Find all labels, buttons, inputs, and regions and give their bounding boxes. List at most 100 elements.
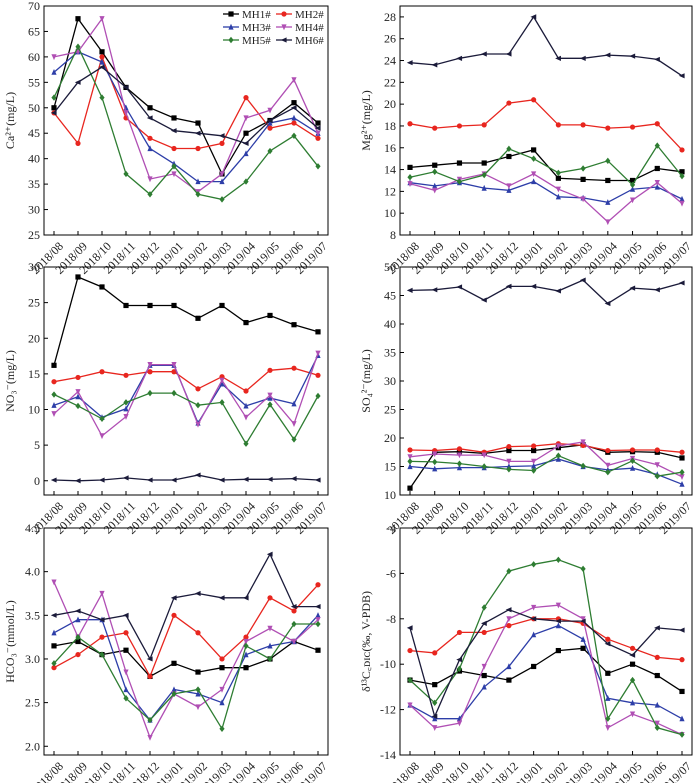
data-point (531, 97, 537, 103)
data-point (291, 436, 297, 443)
data-point (480, 51, 487, 57)
data-point (146, 477, 153, 483)
data-point (579, 55, 586, 61)
y-tick-label: -6 (386, 566, 396, 580)
legend-label: MH3# (242, 22, 271, 34)
data-point (74, 478, 81, 484)
data-point (147, 302, 153, 309)
data-point (195, 704, 201, 711)
chart-panel-3: 0510152025302018/082018/092018/102018/11… (3, 260, 330, 537)
data-point (678, 73, 685, 79)
data-point (605, 219, 611, 226)
legend-swatch-marker (281, 24, 287, 31)
data-point (679, 455, 685, 461)
data-point (407, 174, 413, 181)
data-point (171, 660, 177, 666)
y-tick-label: 3.0 (25, 652, 40, 666)
data-point (605, 125, 611, 131)
y-tick-label: -12 (380, 703, 396, 717)
data-point (505, 51, 512, 57)
data-point (654, 165, 660, 172)
data-point (219, 665, 225, 671)
data-point (75, 16, 81, 22)
data-point (267, 147, 273, 155)
data-point (315, 350, 321, 357)
data-point (629, 447, 636, 453)
series-MH5 (407, 142, 685, 189)
data-point (75, 616, 81, 623)
data-point (291, 421, 297, 427)
data-point (291, 620, 297, 628)
y-tick-label: 30 (384, 374, 396, 388)
data-point (555, 622, 561, 629)
y-tick-label: 45 (384, 289, 396, 303)
data-point (481, 463, 487, 470)
data-point (243, 440, 249, 447)
data-point (605, 725, 611, 731)
data-point (243, 642, 249, 650)
y-tick-label: 15 (28, 367, 40, 381)
series-line (409, 144, 683, 186)
data-point (678, 280, 685, 286)
data-point (506, 616, 512, 622)
data-point (481, 663, 487, 670)
legend-swatch-marker (228, 36, 234, 44)
data-point (531, 155, 537, 162)
data-point (654, 701, 660, 708)
y-tick-label: 10 (384, 488, 396, 502)
data-point (99, 94, 105, 101)
series-MH2 (51, 54, 321, 152)
data-point (506, 187, 512, 193)
data-point (243, 150, 249, 157)
data-point (267, 401, 273, 408)
data-point (555, 618, 561, 624)
series-MH1 (407, 645, 685, 695)
y-tick-label: -8 (386, 612, 396, 626)
series-MH4 (407, 602, 685, 738)
data-point (629, 676, 636, 684)
data-point (123, 630, 129, 636)
data-point (291, 608, 297, 614)
data-point (555, 122, 561, 128)
data-point (506, 100, 512, 106)
data-point (480, 297, 487, 303)
data-point (243, 402, 249, 409)
chart-panel-1: 253035404550556065702018/082018/092018/1… (3, 0, 330, 277)
data-point (171, 302, 177, 309)
data-point (605, 715, 611, 722)
data-point (266, 476, 273, 482)
data-point (194, 130, 201, 136)
series-MH5 (51, 43, 321, 203)
data-point (123, 405, 129, 412)
data-point (123, 110, 129, 117)
data-point (170, 595, 177, 601)
data-point (219, 302, 225, 309)
data-point (75, 633, 81, 641)
data-point (679, 474, 685, 480)
data-point (506, 663, 512, 670)
series-MH1 (51, 16, 321, 177)
series-MH3 (51, 352, 321, 426)
series-MH5 (51, 620, 321, 733)
y-tick-label: 10 (28, 403, 40, 417)
y-tick-label: 14 (384, 163, 396, 177)
series-MH2 (51, 582, 321, 680)
data-point (266, 551, 273, 557)
data-point (51, 402, 57, 408)
data-point (654, 462, 660, 468)
data-point (75, 374, 81, 381)
series-line (53, 45, 319, 201)
data-point (456, 665, 463, 672)
y-tick-label: 30 (28, 203, 40, 217)
y-tick-label: 18 (384, 119, 396, 133)
series-line (53, 17, 319, 193)
data-point (147, 105, 153, 111)
series-line (53, 352, 319, 437)
data-point (51, 379, 57, 385)
data-point (456, 55, 463, 61)
plot-frame (399, 266, 693, 496)
data-point (531, 467, 537, 474)
y-tick-label: -10 (380, 657, 396, 671)
series-MH6 (406, 607, 685, 720)
